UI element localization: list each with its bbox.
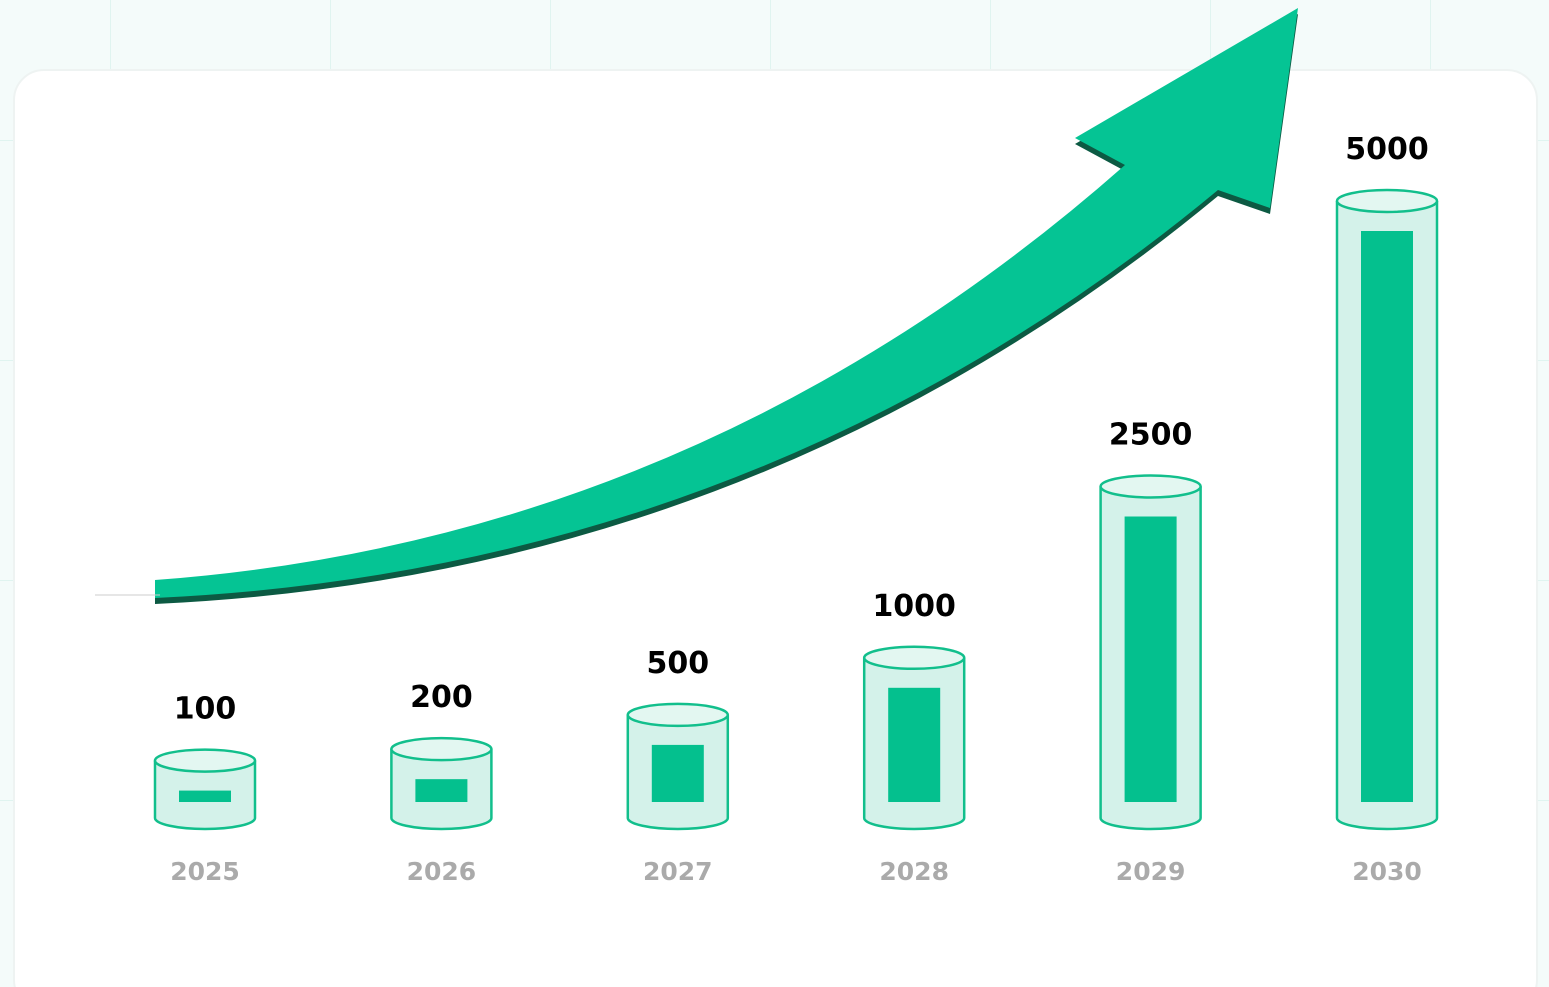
bar — [1361, 231, 1413, 802]
value-label: 100 — [174, 692, 237, 727]
trend-arrow — [155, 8, 1298, 598]
cylinder-top — [390, 736, 493, 762]
bar — [651, 744, 704, 802]
card — [13, 69, 1538, 987]
value-label: 500 — [646, 646, 709, 681]
cylinder-top — [153, 748, 257, 773]
value-label: 2500 — [1109, 418, 1193, 453]
x-tick-label: 2026 — [407, 857, 477, 886]
x-tick-label: 2030 — [1352, 857, 1422, 886]
x-tick-label: 2029 — [1116, 857, 1186, 886]
plot: 100 2025 200 2026 500 2027 1000 2028 2500 2029 500… — [153, 132, 1439, 886]
x-tick-label: 2025 — [170, 857, 240, 886]
bar — [888, 687, 941, 802]
cylinder-top — [1099, 474, 1202, 499]
value-label: 1000 — [872, 589, 956, 624]
value-label: 200 — [410, 680, 473, 715]
x-tick-label: 2027 — [643, 857, 713, 886]
value-label: 5000 — [1345, 132, 1429, 167]
bar — [415, 779, 468, 802]
arrow-shadow — [155, 14, 1298, 604]
bar — [1124, 516, 1177, 802]
cylinder-top — [1335, 188, 1439, 214]
bar — [179, 790, 231, 802]
cylinder-top — [626, 702, 730, 728]
x-tick-label: 2028 — [879, 857, 949, 886]
cylinder-top — [862, 645, 966, 671]
